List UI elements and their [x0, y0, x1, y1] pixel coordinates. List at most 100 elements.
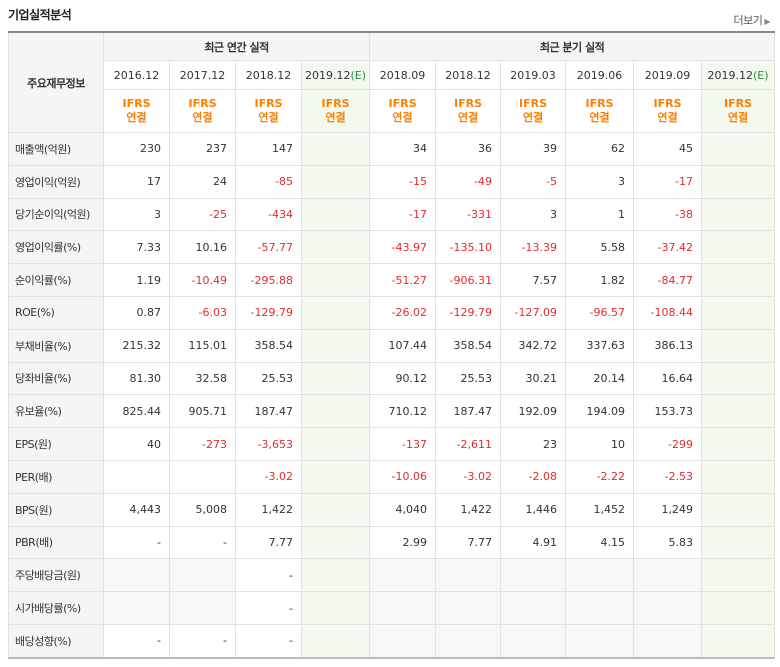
period-label: 2019.09	[644, 68, 691, 82]
table-cell	[369, 591, 437, 625]
table-cell	[300, 361, 371, 396]
table-cell: 23	[500, 427, 567, 461]
more-link-label: 더보기	[733, 14, 763, 27]
table-cell	[300, 394, 371, 429]
table-cell: -	[103, 525, 170, 560]
ifrs-label: IFRS	[254, 97, 283, 110]
table-cell	[701, 328, 776, 363]
table-cell	[701, 492, 776, 527]
table-cell	[300, 492, 371, 527]
estimate-mark: (E)	[753, 68, 769, 82]
table-row: 영업이익(억원) 17 24 -85 -15 -49 -5 3 -17	[8, 164, 776, 199]
table-cell: -331	[435, 197, 502, 232]
period-label: 2018.12	[445, 68, 491, 82]
estimate-mark: (E)	[350, 68, 367, 82]
table-cell: -273	[169, 427, 236, 461]
table-cell: 825.44	[103, 394, 170, 429]
row-label: 유보율(%)	[8, 394, 104, 429]
table-cell: 358.54	[435, 328, 502, 363]
table-row: ROE(%) 0.87 -6.03 -129.79 -26.02 -129.79 -127.…	[8, 295, 776, 330]
table-cell: 7.57	[500, 263, 567, 297]
table-cell: -57.77	[235, 230, 302, 265]
table-cell: 1.19	[103, 263, 170, 297]
table-cell	[701, 459, 776, 494]
table-cell	[300, 558, 371, 593]
table-cell: 147	[235, 132, 302, 166]
table-cell: 0.87	[103, 295, 170, 330]
table-row: 유보율(%) 825.44 905.71 187.47 710.12 187.47 192.…	[8, 394, 776, 429]
table-cell: -25	[169, 197, 236, 232]
more-link[interactable]: 더보기 ▶	[733, 12, 770, 28]
row-label: BPS(원)	[8, 492, 104, 527]
table-cell: 3	[103, 197, 170, 232]
table-cell	[103, 459, 170, 494]
row-label: 당기순이익(억원)	[8, 197, 104, 232]
table-cell: -	[235, 623, 302, 659]
table-cell	[435, 558, 502, 593]
table-cell	[300, 328, 371, 363]
table-cell: -295.88	[235, 263, 302, 297]
table-cell	[565, 558, 635, 593]
table-cell: 337.63	[565, 328, 635, 363]
ifrs-label: IFRS	[454, 97, 483, 110]
table-cell: 10.16	[169, 230, 236, 265]
table-cell: 5.58	[565, 230, 635, 265]
table-cell: -49	[435, 164, 502, 199]
table-row: 영업이익률(%) 7.33 10.16 -57.77 -43.97 -135.10 -13.…	[8, 230, 776, 265]
table-row: 당좌비율(%) 81.30 32.58 25.53 90.12 25.53 30.21 20.…	[8, 361, 776, 396]
table-cell: -434	[235, 197, 302, 232]
table-cell: 237	[169, 132, 236, 166]
table-cell: -38	[633, 197, 703, 232]
table-cell: 1.82	[565, 263, 635, 297]
table-cell: -84.77	[633, 263, 703, 297]
consolidated-label: 연결	[392, 111, 413, 124]
table-cell: -51.27	[369, 263, 437, 297]
table-cell: 215.32	[103, 328, 170, 363]
table-cell: -906.31	[435, 263, 502, 297]
consolidated-label: 연결	[589, 111, 610, 124]
table-cell: -2,611	[435, 427, 502, 461]
ifrs-header: IFRS 연결	[169, 89, 236, 133]
table-cell: -	[169, 525, 236, 560]
table-cell	[701, 591, 776, 625]
table-cell	[565, 623, 635, 659]
ifrs-header: IFRS 연결	[300, 89, 371, 133]
period-header: 2019.09	[633, 60, 703, 90]
row-label: EPS(원)	[8, 427, 104, 461]
table-cell: 4,040	[369, 492, 437, 527]
table-row: 주당배당금(원) -	[8, 558, 776, 593]
table-cell	[701, 230, 776, 265]
table-cell: 17	[103, 164, 170, 199]
table-cell: -5	[500, 164, 567, 199]
table-cell	[300, 427, 371, 461]
period-label: 2017.12	[179, 68, 226, 82]
ifrs-header: IFRS 연결	[369, 89, 437, 133]
table-cell	[701, 361, 776, 396]
table-cell	[701, 394, 776, 429]
table-cell: 2.99	[369, 525, 437, 560]
period-header: 2019.12(E)	[300, 60, 371, 90]
table-cell: 187.47	[235, 394, 302, 429]
table-cell	[633, 591, 703, 625]
table-cell	[300, 164, 371, 199]
label-column-header: 주요재무정보	[8, 31, 104, 133]
table-cell: 90.12	[369, 361, 437, 396]
table-cell: -299	[633, 427, 703, 461]
table-cell: 7.77	[435, 525, 502, 560]
table-cell: 1,446	[500, 492, 567, 527]
ifrs-header: IFRS 연결	[565, 89, 635, 133]
table-cell: -43.97	[369, 230, 437, 265]
table-cell: -127.09	[500, 295, 567, 330]
table-cell: 16.64	[633, 361, 703, 396]
table-cell: 34	[369, 132, 437, 166]
table-cell	[300, 459, 371, 494]
row-label: 영업이익(억원)	[8, 164, 104, 199]
table-cell	[103, 558, 170, 593]
row-label: 영업이익률(%)	[8, 230, 104, 265]
consolidated-label: 연결	[258, 111, 279, 124]
table-cell	[500, 558, 567, 593]
consolidated-label: 연결	[126, 111, 147, 124]
table-cell: -	[103, 623, 170, 659]
table-row: 매출액(억원) 230 237 147 34 36 39 62 45	[8, 132, 776, 166]
table-cell: -135.10	[435, 230, 502, 265]
